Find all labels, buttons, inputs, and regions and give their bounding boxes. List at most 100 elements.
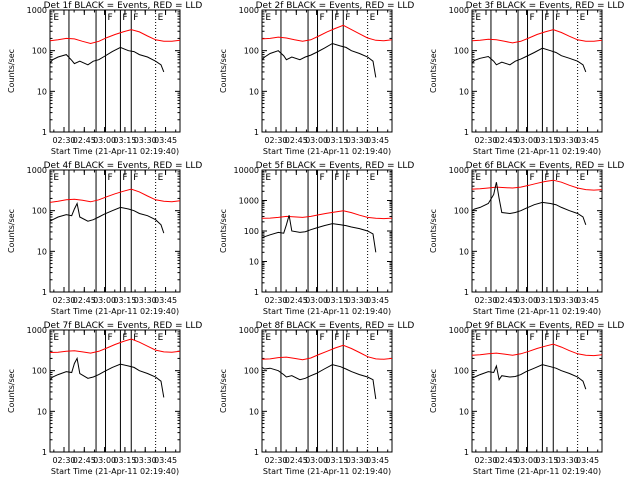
- y-tick-label: 10: [249, 258, 259, 267]
- x-tick-label: 03:15: [535, 456, 558, 465]
- x-tick-label: 03:15: [535, 136, 558, 145]
- x-tick-label: 02:45: [495, 296, 518, 305]
- x-axis-label: Start Time (21-Apr-11 02:19:40): [473, 147, 601, 156]
- x-tick-label: 03:00: [515, 136, 538, 145]
- flag-label: F: [122, 173, 127, 183]
- flag-label: F: [345, 13, 350, 23]
- x-tick-label: 02:30: [52, 136, 75, 145]
- flag-label: E: [475, 13, 481, 23]
- x-tick-label: 02:45: [495, 456, 518, 465]
- x-tick-label: 02:45: [285, 456, 308, 465]
- y-axis-label: Counts/sec: [219, 49, 228, 93]
- x-tick-label: 03:15: [113, 296, 136, 305]
- x-tick-label: 03:00: [93, 456, 116, 465]
- flag-label: E: [265, 173, 271, 183]
- y-tick-label: 1000: [239, 326, 259, 335]
- panel-title: Det 7f BLACK = Events, RED = LLD: [44, 321, 203, 331]
- flag-label: E: [265, 13, 271, 23]
- x-tick-label: 03:45: [576, 136, 599, 145]
- y-tick-label: 100: [32, 47, 47, 56]
- y-tick-label: 100: [244, 227, 259, 236]
- x-axis-label: Start Time (21-Apr-11 02:19:40): [473, 467, 601, 476]
- detector-panel-5: Det 5f BLACK = Events, RED = LLD 1 10 100 10…: [219, 161, 414, 316]
- x-tick-label: 02:30: [474, 296, 497, 305]
- y-axis-label: Counts/sec: [429, 49, 438, 93]
- flag-label: F: [544, 333, 549, 343]
- events-series-line: [49, 201, 165, 234]
- flag-label: F: [133, 13, 138, 23]
- flag-label: E: [53, 333, 59, 343]
- events-series-line: [261, 364, 377, 400]
- flag-label: E: [475, 333, 481, 343]
- x-tick-label: 03:15: [325, 456, 348, 465]
- x-tick-label: 02:30: [264, 136, 287, 145]
- x-axis-label: Start Time (21-Apr-11 02:19:40): [263, 147, 391, 156]
- x-tick-label: 03:45: [576, 456, 599, 465]
- x-tick-label: 03:00: [515, 296, 538, 305]
- x-tick-label: 03:45: [154, 456, 177, 465]
- x-tick-label: 03:00: [93, 136, 116, 145]
- y-tick-label: 1000: [239, 6, 259, 15]
- y-tick-label: 1000: [239, 197, 259, 206]
- flag-label: F: [334, 173, 339, 183]
- flag-label: F: [108, 333, 113, 343]
- x-tick-label: 02:45: [73, 456, 96, 465]
- flag-label: E: [158, 13, 164, 23]
- y-tick-label: 1000: [449, 326, 469, 335]
- flag-label: F: [544, 13, 549, 23]
- y-axis-label: Counts/sec: [429, 369, 438, 413]
- x-tick-label: 02:30: [264, 456, 287, 465]
- y-tick-label: 10: [249, 87, 259, 96]
- y-tick-label: 100: [454, 207, 469, 216]
- x-tick-label: 02:45: [285, 296, 308, 305]
- x-axis-label: Start Time (21-Apr-11 02:19:40): [51, 467, 179, 476]
- lld-series-line: [471, 343, 603, 357]
- flag-label: E: [370, 333, 376, 343]
- y-tick-label: 100: [454, 47, 469, 56]
- x-tick-label: 03:45: [366, 296, 389, 305]
- x-tick-label: 03:45: [366, 136, 389, 145]
- plot-frame: [471, 9, 603, 133]
- x-tick-label: 03:30: [134, 296, 157, 305]
- y-tick-label: 10: [459, 407, 469, 416]
- x-tick-label: 03:30: [346, 296, 369, 305]
- y-tick-label: 10: [37, 407, 47, 416]
- x-tick-label: 03:15: [113, 136, 136, 145]
- x-tick-label: 03:30: [134, 136, 157, 145]
- flag-label: F: [133, 173, 138, 183]
- x-tick-label: 03:30: [346, 456, 369, 465]
- lld-series-line: [471, 179, 603, 191]
- events-series-line: [261, 42, 377, 78]
- y-tick-label: 10: [459, 87, 469, 96]
- x-tick-label: 03:00: [515, 456, 538, 465]
- flag-label: F: [345, 173, 350, 183]
- x-tick-label: 02:45: [495, 136, 518, 145]
- events-series-line: [471, 47, 587, 73]
- flag-label: E: [158, 333, 164, 343]
- plot-frame: [261, 329, 393, 453]
- plot-frame: [471, 169, 603, 293]
- flag-label: F: [122, 333, 127, 343]
- x-tick-label: 03:15: [325, 296, 348, 305]
- lld-series-line: [471, 29, 603, 44]
- y-tick-label: 1000: [449, 6, 469, 15]
- flag-label: F: [334, 13, 339, 23]
- y-axis-label: Counts/sec: [7, 369, 16, 413]
- y-tick-label: 100: [454, 367, 469, 376]
- plot-frame: [261, 9, 393, 133]
- x-tick-label: 03:45: [576, 296, 599, 305]
- x-tick-label: 02:45: [285, 136, 308, 145]
- detector-panel-3: Det 3f BLACK = Events, RED = LLD 1 10 100 10…: [429, 1, 624, 156]
- panel-title: Det 1f BLACK = Events, RED = LLD: [44, 1, 203, 11]
- x-axis-label: Start Time (21-Apr-11 02:19:40): [51, 147, 179, 156]
- flag-label: F: [530, 173, 535, 183]
- flag-label: E: [265, 333, 271, 343]
- y-axis-label: Counts/sec: [219, 209, 228, 253]
- detector-panel-1: Det 1f BLACK = Events, RED = LLD 1 10 100 10…: [7, 1, 202, 156]
- y-axis-label: Counts/sec: [219, 369, 228, 413]
- detector-panel-8: Det 8f BLACK = Events, RED = LLD 1 10 100 10…: [219, 321, 414, 476]
- lld-series-line: [261, 344, 393, 361]
- flag-label: E: [580, 13, 586, 23]
- detector-panel-9: Det 9f BLACK = Events, RED = LLD 1 10 100 10…: [429, 321, 624, 476]
- x-tick-label: 02:45: [73, 136, 96, 145]
